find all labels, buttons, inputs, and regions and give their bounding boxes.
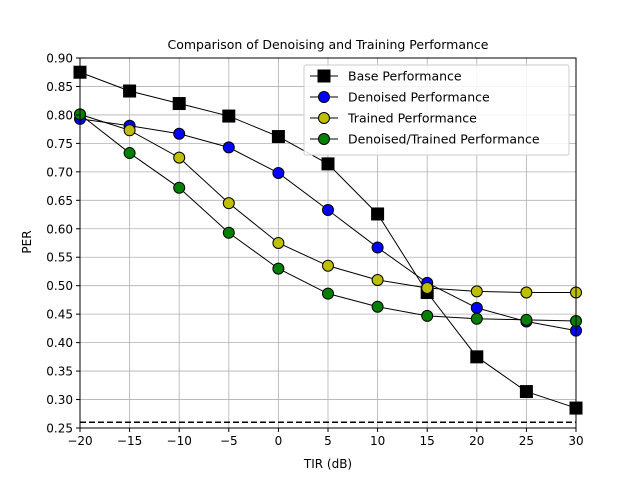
y-tick-label: 0.75 [46, 137, 73, 151]
data-point [470, 285, 483, 298]
chart-title: Comparison of Denoising and Training Per… [167, 37, 488, 52]
x-tick-label: −10 [167, 434, 192, 448]
legend-item: Denoised/Trained Performance [310, 132, 540, 147]
data-point [371, 241, 384, 254]
legend-box [303, 64, 570, 156]
data-point [470, 312, 483, 325]
legend-marker [318, 112, 330, 124]
y-axis: 0.25 0.30 0.35 0.40 0.45 0.50 0.55 0.60 0.65 0.70… [46, 52, 80, 436]
y-tick-label: 0.80 [46, 108, 73, 122]
data-point [173, 151, 186, 164]
y-tick-label: 0.30 [46, 393, 73, 407]
data-point [123, 147, 136, 160]
y-tick-label: 0.35 [46, 365, 73, 379]
x-tick-label: 30 [568, 434, 583, 448]
data-point [173, 127, 186, 140]
data-point [371, 207, 385, 221]
legend-marker [317, 69, 331, 83]
data-point [470, 301, 483, 314]
data-point [322, 287, 334, 300]
x-tick-label: 10 [370, 434, 385, 448]
series-3 [74, 108, 582, 327]
y-tick-label: 0.45 [46, 308, 73, 322]
data-point [172, 97, 186, 111]
data-point [470, 350, 484, 364]
legend-item: Trained Performance [310, 111, 477, 126]
data-point [520, 286, 533, 299]
data-point [173, 181, 186, 194]
data-point [322, 203, 334, 216]
data-point [123, 84, 137, 98]
y-tick-label: 0.25 [46, 422, 73, 436]
legend-label: Base Performance [348, 69, 462, 84]
x-tick-label: 15 [420, 434, 435, 448]
x-tick-label: 20 [469, 434, 484, 448]
y-tick-label: 0.70 [46, 165, 73, 179]
legend-item: Base Performance [310, 69, 462, 84]
data-point [222, 109, 236, 123]
data-point [222, 141, 235, 154]
y-tick-label: 0.40 [46, 336, 73, 350]
legend-label: Denoised/Trained Performance [348, 132, 540, 147]
y-tick-label: 0.90 [46, 52, 73, 66]
data-point [222, 226, 235, 239]
x-tick-label: −15 [117, 434, 142, 448]
data-point [520, 313, 533, 326]
x-tick-label: 5 [324, 434, 332, 448]
series-layer [73, 65, 583, 415]
data-point [421, 309, 434, 322]
y-axis-label: PER [20, 230, 34, 253]
y-tick-label: 0.65 [46, 194, 73, 208]
y-tick-label: 0.55 [46, 251, 73, 265]
data-point [271, 130, 285, 144]
legend-marker [318, 91, 330, 103]
legend-item: Denoised Performance [310, 90, 490, 105]
legend: Base Performance Denoised Performance Trai… [303, 64, 570, 156]
data-point [421, 281, 434, 294]
data-point [123, 124, 136, 137]
y-tick-label: 0.85 [46, 80, 73, 94]
x-tick-label: −20 [67, 434, 92, 448]
data-point [222, 197, 235, 210]
legend-marker [318, 133, 330, 145]
data-point [519, 385, 533, 399]
series-0 [73, 65, 583, 415]
x-tick-label: 0 [275, 434, 283, 448]
series-1 [74, 112, 582, 337]
x-tick-label: −5 [220, 434, 238, 448]
y-tick-label: 0.50 [46, 279, 73, 293]
legend-label: Denoised Performance [348, 90, 490, 105]
data-point [321, 157, 335, 171]
x-axis-label: TIR (dB) [303, 457, 352, 471]
data-point [272, 262, 285, 275]
legend-label: Trained Performance [347, 111, 477, 126]
data-point [272, 166, 285, 179]
x-tick-label: 25 [519, 434, 534, 448]
data-point [371, 300, 384, 313]
x-axis: −20 −15 −10 −5 0 5 10 15 20 25 30 [67, 428, 584, 448]
data-point [272, 237, 285, 249]
data-point [322, 259, 334, 272]
data-point [371, 274, 384, 286]
y-tick-label: 0.60 [46, 222, 73, 236]
